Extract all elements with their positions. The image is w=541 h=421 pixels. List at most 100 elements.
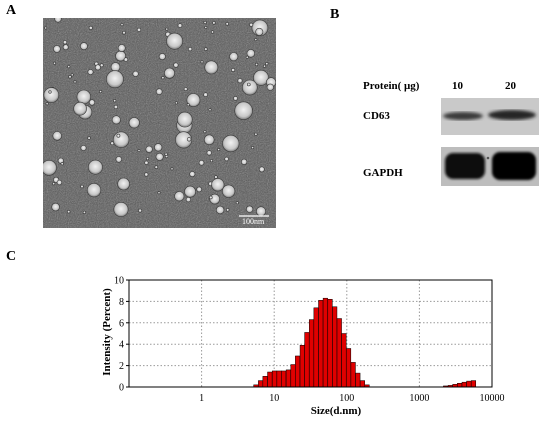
vesicle [70, 73, 74, 77]
vesicle [99, 63, 104, 68]
vesicle [54, 15, 62, 23]
vesicle [68, 75, 72, 79]
vesicle [185, 197, 191, 203]
vesicle [265, 62, 269, 66]
vesicle [80, 184, 84, 189]
vesicle [113, 99, 117, 103]
vesicle [158, 53, 166, 61]
vesicle [138, 208, 143, 213]
vesicle [203, 130, 207, 134]
histogram-bar [281, 370, 287, 388]
vesicle [209, 195, 213, 200]
vesicle [256, 206, 267, 217]
vesicle [144, 172, 149, 177]
vesicle [226, 208, 230, 212]
vesicle [246, 49, 256, 58]
vesicle [242, 79, 258, 96]
x-tick-label: 1 [199, 393, 204, 404]
vesicle [51, 202, 60, 212]
vesicle [117, 177, 130, 191]
vesicle [137, 149, 141, 153]
vesicle [235, 201, 239, 205]
vesicle [76, 89, 91, 105]
vesicle [234, 101, 253, 120]
histogram-bar [318, 300, 324, 388]
scale-bar-label: 100nm [242, 217, 265, 226]
x-tick-label: 100 [339, 393, 354, 404]
vesicle [214, 175, 218, 179]
vesicle [229, 52, 239, 62]
vesicle [231, 67, 236, 72]
x-axis-ticks: 1 10 100 1000 10000 [199, 393, 504, 404]
y-tick-label: 0 [119, 383, 124, 394]
vesicle [258, 166, 265, 173]
vesicle [170, 167, 174, 171]
panel-label-b: B [330, 7, 340, 22]
y-tick-label: 8 [119, 297, 124, 308]
histogram-bar [322, 297, 328, 388]
vesicle [123, 57, 129, 62]
histogram-bar [262, 376, 268, 388]
vesicle [53, 45, 61, 53]
histogram-bar [457, 383, 463, 388]
vesicle [73, 101, 87, 116]
vesicle [111, 115, 121, 125]
panel-label-c: C [6, 249, 17, 264]
vesicle [212, 21, 216, 25]
y-tick-label: 4 [119, 340, 124, 351]
vesicle [132, 70, 139, 78]
histogram-bar [332, 306, 338, 388]
vesicle [73, 80, 77, 84]
vesicle [62, 44, 69, 51]
vesicle [208, 108, 212, 112]
vesicle [80, 145, 87, 152]
vesicle [183, 87, 188, 92]
plot-frame [128, 279, 493, 388]
vesicle [189, 171, 196, 178]
vesicle [255, 62, 259, 67]
row-label-gapdh: GAPDH [363, 167, 403, 179]
vesicle [67, 210, 71, 214]
vesicle [116, 133, 121, 138]
vesicle [136, 27, 142, 32]
histogram-bar [470, 380, 477, 388]
row-label-cd63: CD63 [363, 110, 390, 122]
vesicle [86, 183, 102, 198]
vesicle [154, 165, 159, 169]
histogram-bar [304, 332, 310, 388]
vesicle [41, 160, 57, 176]
histogram-bar [359, 380, 365, 388]
vesicle [210, 159, 214, 163]
y-axis-ticks: 0 2 4 6 8 10 [114, 276, 129, 394]
vesicle [52, 131, 62, 141]
vesicle [87, 69, 94, 76]
vesicle [146, 157, 150, 161]
vesicle [198, 160, 205, 166]
vesicle [224, 156, 229, 162]
histogram-bar [313, 307, 319, 388]
vesicle [112, 131, 130, 148]
vesicle [204, 26, 208, 30]
vesicle [184, 185, 196, 198]
vesicle [157, 191, 161, 195]
vesicle [249, 22, 254, 27]
vesicle [177, 23, 183, 28]
vesicle [217, 148, 221, 152]
y-tick-label: 2 [119, 361, 124, 372]
vesicle [165, 27, 169, 31]
vesicle [255, 27, 264, 36]
vesicle [48, 90, 52, 94]
chart-bars [253, 297, 477, 388]
vesicle [56, 179, 63, 186]
x-axis-label: Size(d.nm) [311, 405, 362, 417]
vesicle [128, 117, 140, 129]
x-tick-label: 1000 [409, 393, 429, 404]
vesicle [164, 67, 176, 79]
histogram-bar [336, 318, 342, 388]
histogram-bar [350, 362, 356, 388]
vesicle [247, 82, 251, 87]
vesicle [215, 205, 225, 215]
vesicle [263, 64, 267, 68]
vesicle [173, 62, 179, 68]
vesicle [233, 96, 238, 101]
